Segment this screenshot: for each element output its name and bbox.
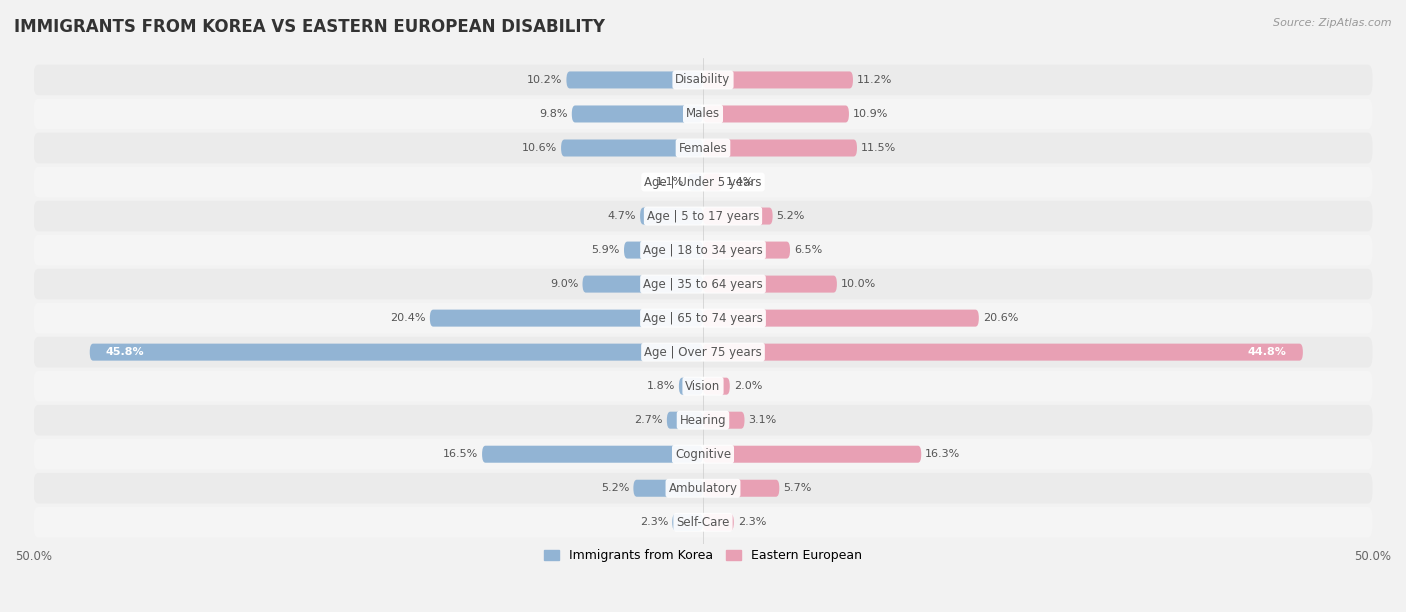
Text: 6.5%: 6.5% [794, 245, 823, 255]
FancyBboxPatch shape [703, 174, 721, 190]
FancyBboxPatch shape [703, 378, 730, 395]
FancyBboxPatch shape [582, 275, 703, 293]
FancyBboxPatch shape [703, 310, 979, 327]
FancyBboxPatch shape [34, 133, 1372, 163]
Text: 44.8%: 44.8% [1249, 347, 1286, 357]
FancyBboxPatch shape [703, 140, 858, 157]
FancyBboxPatch shape [34, 269, 1372, 299]
FancyBboxPatch shape [34, 507, 1372, 537]
Text: Age | 5 to 17 years: Age | 5 to 17 years [647, 209, 759, 223]
FancyBboxPatch shape [34, 65, 1372, 95]
Text: Ambulatory: Ambulatory [668, 482, 738, 494]
Text: 11.2%: 11.2% [858, 75, 893, 85]
FancyBboxPatch shape [561, 140, 703, 157]
Text: Disability: Disability [675, 73, 731, 86]
FancyBboxPatch shape [703, 480, 779, 497]
Text: 4.7%: 4.7% [607, 211, 636, 221]
Text: Age | 18 to 34 years: Age | 18 to 34 years [643, 244, 763, 256]
FancyBboxPatch shape [34, 201, 1372, 231]
Text: 5.7%: 5.7% [783, 483, 811, 493]
Text: Females: Females [679, 141, 727, 154]
FancyBboxPatch shape [633, 480, 703, 497]
FancyBboxPatch shape [34, 303, 1372, 334]
Text: 16.5%: 16.5% [443, 449, 478, 459]
Legend: Immigrants from Korea, Eastern European: Immigrants from Korea, Eastern European [538, 544, 868, 567]
Text: 1.4%: 1.4% [725, 177, 754, 187]
FancyBboxPatch shape [90, 343, 703, 360]
Text: Self-Care: Self-Care [676, 516, 730, 529]
FancyBboxPatch shape [703, 275, 837, 293]
Text: Age | 65 to 74 years: Age | 65 to 74 years [643, 312, 763, 324]
Text: 9.8%: 9.8% [540, 109, 568, 119]
Text: Cognitive: Cognitive [675, 448, 731, 461]
FancyBboxPatch shape [624, 242, 703, 259]
FancyBboxPatch shape [703, 446, 921, 463]
Text: 1.1%: 1.1% [657, 177, 685, 187]
FancyBboxPatch shape [567, 72, 703, 89]
FancyBboxPatch shape [703, 513, 734, 531]
Text: 20.4%: 20.4% [391, 313, 426, 323]
Text: 10.2%: 10.2% [527, 75, 562, 85]
Text: 3.1%: 3.1% [748, 415, 776, 425]
Text: 5.9%: 5.9% [592, 245, 620, 255]
Text: 10.6%: 10.6% [522, 143, 557, 153]
Text: 2.7%: 2.7% [634, 415, 662, 425]
Text: 10.0%: 10.0% [841, 279, 876, 289]
Text: Age | Under 5 years: Age | Under 5 years [644, 176, 762, 188]
FancyBboxPatch shape [34, 439, 1372, 469]
Text: Age | Over 75 years: Age | Over 75 years [644, 346, 762, 359]
Text: 11.5%: 11.5% [860, 143, 896, 153]
Text: 2.3%: 2.3% [738, 517, 766, 528]
FancyBboxPatch shape [679, 378, 703, 395]
FancyBboxPatch shape [34, 235, 1372, 266]
FancyBboxPatch shape [34, 473, 1372, 504]
FancyBboxPatch shape [572, 105, 703, 122]
Text: 10.9%: 10.9% [853, 109, 889, 119]
FancyBboxPatch shape [703, 412, 745, 428]
FancyBboxPatch shape [482, 446, 703, 463]
Text: 2.3%: 2.3% [640, 517, 668, 528]
FancyBboxPatch shape [34, 405, 1372, 436]
FancyBboxPatch shape [703, 72, 853, 89]
FancyBboxPatch shape [689, 174, 703, 190]
Text: 20.6%: 20.6% [983, 313, 1018, 323]
Text: 1.8%: 1.8% [647, 381, 675, 391]
FancyBboxPatch shape [34, 99, 1372, 129]
Text: 5.2%: 5.2% [600, 483, 630, 493]
Text: IMMIGRANTS FROM KOREA VS EASTERN EUROPEAN DISABILITY: IMMIGRANTS FROM KOREA VS EASTERN EUROPEA… [14, 18, 605, 36]
Text: Age | 35 to 64 years: Age | 35 to 64 years [643, 278, 763, 291]
Text: Hearing: Hearing [679, 414, 727, 427]
FancyBboxPatch shape [672, 513, 703, 531]
Text: Vision: Vision [685, 379, 721, 393]
FancyBboxPatch shape [640, 207, 703, 225]
FancyBboxPatch shape [430, 310, 703, 327]
Text: Source: ZipAtlas.com: Source: ZipAtlas.com [1274, 18, 1392, 28]
Text: 45.8%: 45.8% [105, 347, 145, 357]
FancyBboxPatch shape [34, 166, 1372, 197]
FancyBboxPatch shape [703, 207, 773, 225]
Text: 5.2%: 5.2% [776, 211, 806, 221]
FancyBboxPatch shape [703, 105, 849, 122]
FancyBboxPatch shape [703, 242, 790, 259]
FancyBboxPatch shape [34, 371, 1372, 401]
Text: Males: Males [686, 108, 720, 121]
Text: 2.0%: 2.0% [734, 381, 762, 391]
Text: 9.0%: 9.0% [550, 279, 578, 289]
Text: 16.3%: 16.3% [925, 449, 960, 459]
FancyBboxPatch shape [34, 337, 1372, 367]
FancyBboxPatch shape [666, 412, 703, 428]
FancyBboxPatch shape [703, 343, 1303, 360]
